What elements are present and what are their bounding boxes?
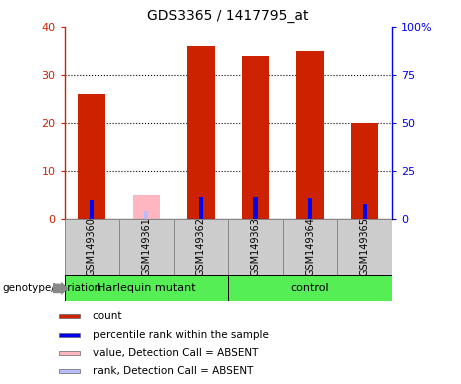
Text: genotype/variation: genotype/variation [2, 283, 101, 293]
Bar [119, 219, 174, 275]
Text: GSM149361: GSM149361 [142, 217, 151, 276]
Bar [362, 204, 366, 219]
Bar [254, 197, 258, 219]
Text: rank, Detection Call = ABSENT: rank, Detection Call = ABSENT [93, 366, 253, 376]
Bar [351, 123, 378, 219]
Text: control: control [291, 283, 329, 293]
Text: percentile rank within the sample: percentile rank within the sample [93, 329, 269, 339]
Text: GSM149365: GSM149365 [360, 217, 370, 276]
Text: value, Detection Call = ABSENT: value, Detection Call = ABSENT [93, 348, 258, 358]
Bar [296, 51, 324, 219]
Text: GSM149360: GSM149360 [87, 217, 97, 276]
Text: GSM149362: GSM149362 [196, 217, 206, 276]
Bar [65, 219, 119, 275]
Text: count: count [93, 311, 122, 321]
Bar [90, 200, 94, 219]
Bar [78, 94, 106, 219]
Bar [242, 56, 269, 219]
Text: Harlequin mutant: Harlequin mutant [97, 283, 195, 293]
Bar [228, 219, 283, 275]
Bar [308, 198, 312, 219]
Text: GSM149364: GSM149364 [305, 217, 315, 276]
Bar [199, 197, 203, 219]
Bar [174, 219, 228, 275]
Bar [187, 46, 214, 219]
Bar [133, 195, 160, 219]
Bar [65, 275, 228, 301]
Bar [228, 275, 392, 301]
Bar [283, 219, 337, 275]
Bar [59, 333, 80, 336]
Bar [59, 369, 80, 373]
Bar [337, 219, 392, 275]
Bar [59, 314, 80, 318]
Text: GSM149363: GSM149363 [250, 217, 260, 276]
Title: GDS3365 / 1417795_at: GDS3365 / 1417795_at [148, 9, 309, 23]
Bar [144, 211, 148, 219]
Bar [59, 351, 80, 355]
